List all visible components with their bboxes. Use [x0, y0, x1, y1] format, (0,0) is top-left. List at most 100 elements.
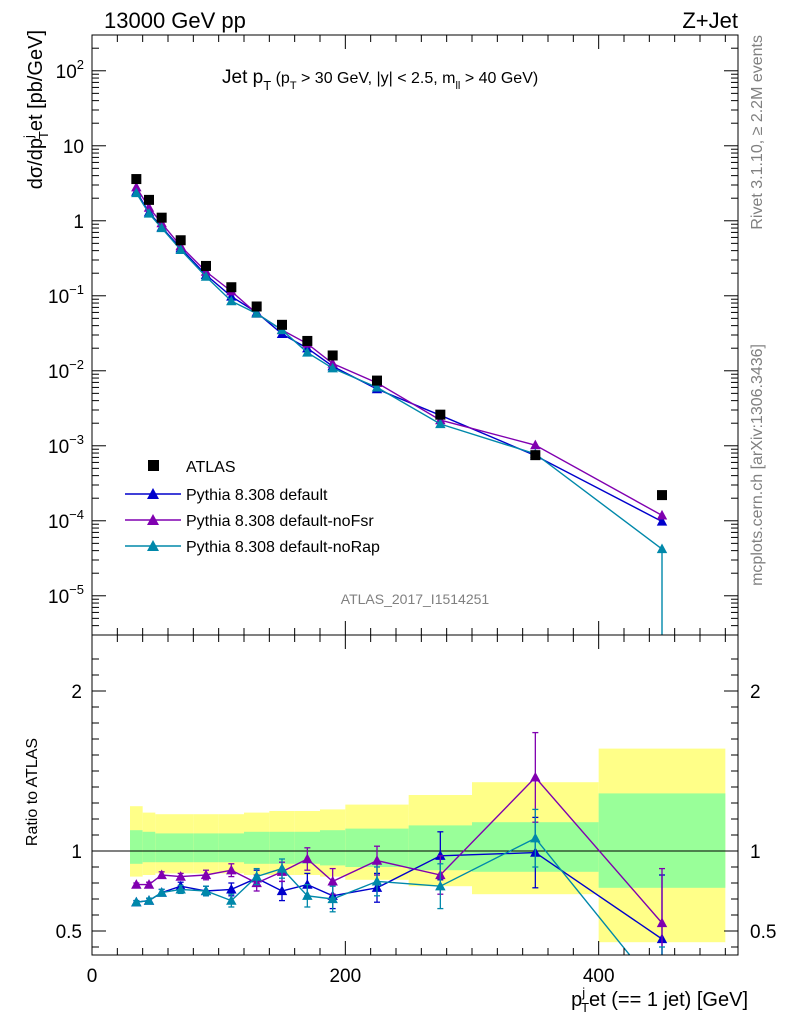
- analysis-watermark: ATLAS_2017_I1514251: [341, 591, 490, 607]
- series-point-main: [251, 308, 262, 318]
- series-point-ratio: [435, 850, 446, 860]
- series-point-ratio: [371, 855, 383, 865]
- series-point-main: [226, 295, 237, 306]
- header-process-label: Z+Jet: [682, 8, 738, 33]
- ratio-y-axis-label: Ratio to ATLAS: [24, 738, 41, 846]
- data-point-atlas: [657, 490, 667, 501]
- uncertainty-band-inner: [142, 831, 156, 863]
- series-point-ratio: [226, 883, 237, 894]
- legend-label-norap: Pythia 8.308 default-noRap: [186, 539, 380, 556]
- data-point-atlas: [251, 301, 262, 312]
- main-panel: 10−5 10−4 10−3 10−2 10−1 1 10 102 Jet pT (pT > …: [21, 30, 739, 636]
- legend-label-default: Pythia 8.308 default: [186, 487, 328, 504]
- series-point-main: [143, 208, 155, 218]
- series-point-main: [656, 515, 668, 526]
- mcplots-label: mcplots.cern.ch [arXiv:1306.3436]: [749, 344, 766, 586]
- series-point-ratio: [276, 885, 288, 896]
- uncertainty-band-inner: [130, 830, 143, 864]
- ratio-panel: 0 200 400 0.5 0.5 1 1 2 2 Ratio to ATLAS pj Tet (…: [24, 634, 777, 1015]
- data-point-atlas: [156, 212, 167, 223]
- y-tick-label: 10: [63, 137, 84, 158]
- rivet-version-label: Rivet 3.1.10, ≥ 2.2M events: [749, 35, 766, 230]
- ratio-axis-ticks: [91, 635, 738, 955]
- series-point-main: [131, 181, 142, 192]
- data-point-atlas: [302, 335, 313, 346]
- data-point-atlas: [175, 235, 186, 246]
- ratio-plot-frame: [91, 634, 739, 956]
- legend-label-nofsr: Pythia 8.308 default-noFsr: [186, 513, 374, 530]
- series-point-ratio: [371, 875, 383, 886]
- series-point-ratio: [302, 879, 313, 889]
- series-point-ratio: [175, 883, 186, 894]
- legend-marker-atlas: [148, 460, 159, 471]
- series-point-ratio: [156, 869, 167, 880]
- series-point-ratio: [175, 871, 186, 881]
- data-point-atlas: [530, 450, 541, 461]
- series-point-ratio: [530, 832, 541, 843]
- uncertainty-band-inner: [193, 833, 219, 863]
- ratio-series-layer: [131, 731, 668, 955]
- ratio-tick-label-left: 0.5: [56, 922, 82, 943]
- legend-marker-default: [147, 488, 159, 499]
- series-point-ratio: [435, 880, 446, 891]
- y-axis-label: dσ/dpjTet [pb/GeV]: [21, 30, 51, 189]
- data-point-atlas: [131, 174, 142, 185]
- main-series-layer: [131, 174, 668, 635]
- series-point-main: [327, 362, 338, 373]
- data-point-atlas: [144, 194, 154, 205]
- series-point-main: [371, 381, 383, 392]
- series-point-ratio: [156, 887, 167, 897]
- series-point-ratio: [226, 895, 237, 905]
- x-tick-label: 0: [87, 966, 98, 987]
- uncertainty-band-inner: [218, 833, 244, 863]
- main-axis-ticks: [91, 34, 738, 636]
- legend-marker-norap: [147, 540, 159, 551]
- series-point-ratio: [131, 879, 142, 889]
- series-point-main: [200, 271, 212, 281]
- series-point-ratio: [302, 853, 313, 864]
- ratio-tick-labels: 0 200 400 0.5 0.5 1 1 2 2: [56, 682, 777, 987]
- series-point-main: [656, 543, 668, 554]
- y-tick-label: 10−1: [48, 282, 84, 308]
- x-tick-label: 200: [329, 966, 361, 987]
- header-collision-label: 13000 GeV pp: [104, 8, 246, 33]
- series-point-ratio: [327, 893, 338, 904]
- series-point-ratio: [251, 871, 262, 881]
- plot-title: Jet pT (pT > 30 GeV, |y| < 2.5, mll > 40…: [222, 67, 538, 93]
- uncertainty-band-inner: [320, 830, 346, 866]
- uncertainty-band-inner: [244, 831, 270, 864]
- series-line-ratio: [136, 776, 663, 924]
- data-point-atlas: [435, 409, 446, 420]
- series-point-main: [435, 418, 446, 429]
- y-tick-label: 1: [73, 212, 84, 233]
- series-point-ratio: [302, 890, 313, 900]
- series-line-ratio: [136, 837, 631, 955]
- uncertainty-band-inner: [168, 833, 194, 863]
- legend-label-atlas: ATLAS: [186, 459, 236, 476]
- series-point-main: [131, 187, 142, 198]
- series-point-ratio: [327, 875, 338, 886]
- legend: ATLAS Pythia 8.308 default Pythia 8.308 …: [125, 459, 380, 556]
- series-point-ratio: [226, 864, 237, 875]
- series-point-main: [530, 439, 541, 450]
- y-tick-label: 10−3: [48, 432, 84, 458]
- data-point-atlas: [372, 375, 382, 386]
- data-point-atlas: [201, 260, 211, 271]
- data-point-atlas: [277, 319, 287, 330]
- ratio-tick-label-left: 2: [71, 682, 82, 703]
- ratio-tick-label-right: 0.5: [750, 922, 776, 943]
- ratio-tick-label-right: 1: [750, 842, 761, 863]
- ratio-tick-label-left: 1: [71, 842, 82, 863]
- data-point-atlas: [327, 350, 338, 361]
- ratio-tick-label-right: 2: [750, 682, 761, 703]
- y-tick-label: 102: [56, 57, 84, 83]
- series-point-ratio: [143, 879, 155, 889]
- main-tick-labels: 10−5 10−4 10−3 10−2 10−1 1 10 102: [48, 57, 84, 608]
- legend-marker-nofsr: [147, 514, 159, 525]
- series-point-ratio: [276, 863, 288, 873]
- series-point-main: [175, 244, 186, 254]
- x-tick-label: 400: [583, 966, 615, 987]
- ratio-uncertainty-bands: [130, 748, 726, 943]
- series-point-main: [302, 347, 313, 357]
